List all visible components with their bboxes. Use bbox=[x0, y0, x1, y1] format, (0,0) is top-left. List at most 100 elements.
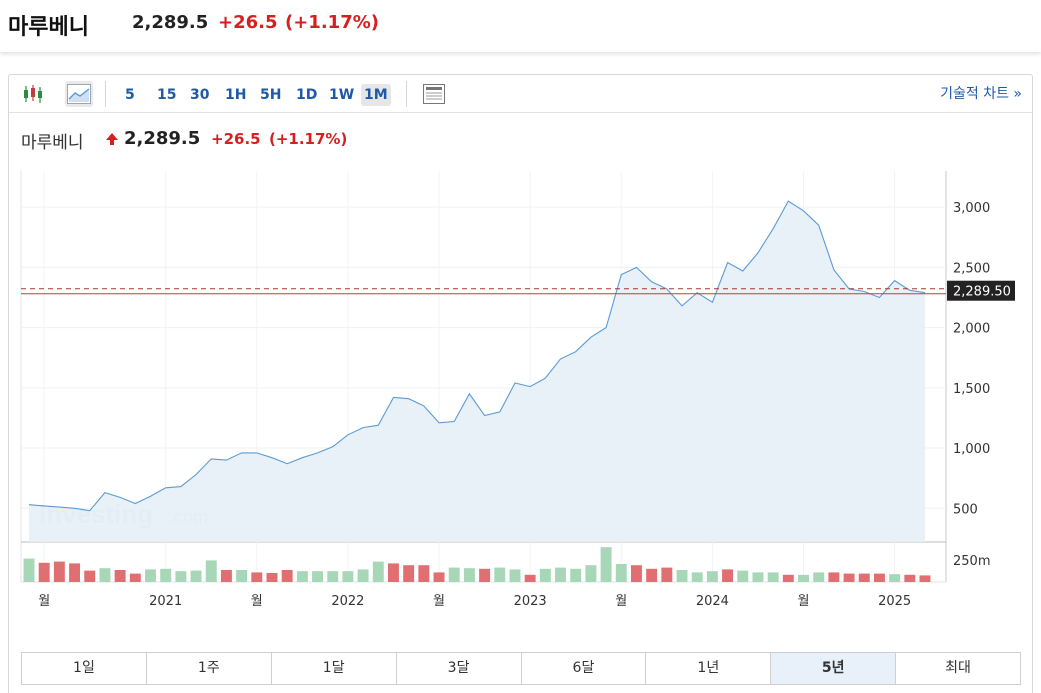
volume-bar bbox=[266, 573, 278, 582]
volume-bar bbox=[798, 574, 809, 582]
volume-bar bbox=[433, 572, 445, 582]
y-tick-label: 500 bbox=[953, 502, 978, 517]
range-1d[interactable]: 1일 bbox=[22, 653, 147, 684]
volume-bar bbox=[403, 565, 415, 582]
x-tick-label: 2025 bbox=[878, 594, 911, 609]
last-price-tag-label: 2,289.50 bbox=[953, 285, 1011, 300]
volume-bar bbox=[615, 564, 627, 582]
area-chart-icon[interactable] bbox=[65, 81, 93, 107]
volume-bar bbox=[448, 567, 460, 582]
volume-bar bbox=[327, 571, 339, 582]
range-1mo[interactable]: 1달 bbox=[272, 653, 397, 684]
x-tick-label: 월 bbox=[798, 594, 810, 609]
volume-bar bbox=[145, 569, 156, 582]
price-chart[interactable]: 5001,0001,5002,0002,5003,000Investing.co… bbox=[9, 75, 1032, 615]
volume-bar bbox=[220, 570, 232, 582]
volume-bar bbox=[722, 569, 734, 582]
volume-bar bbox=[767, 572, 779, 582]
volume-bar bbox=[600, 547, 612, 582]
volume-bar bbox=[539, 568, 551, 582]
volume-bar bbox=[494, 567, 506, 582]
toolbar-divider bbox=[406, 81, 407, 107]
volume-bar bbox=[524, 574, 536, 582]
volume-bar bbox=[251, 572, 263, 582]
quote-header: 마루베니 2,289.5 +26.5 (+1.17%) bbox=[0, 0, 1041, 52]
volume-bar bbox=[236, 570, 248, 582]
range-6mo[interactable]: 6달 bbox=[522, 653, 647, 684]
volume-bar bbox=[23, 558, 35, 582]
volume-axis-label: 250m bbox=[953, 554, 990, 569]
volume-bar bbox=[296, 571, 308, 582]
price-change: +26.5 bbox=[218, 12, 278, 33]
range-selector: 1일 1주 1달 3달 6달 1년 5년 최대 bbox=[21, 652, 1021, 685]
volume-bar bbox=[69, 563, 81, 582]
volume-bar bbox=[570, 568, 582, 582]
price-line bbox=[28, 200, 926, 512]
last-price: 2,289.5 bbox=[132, 12, 209, 33]
price-area bbox=[29, 201, 925, 542]
range-1y[interactable]: 1년 bbox=[646, 653, 772, 684]
y-tick-label: 3,000 bbox=[953, 201, 990, 216]
x-tick-label: 2024 bbox=[696, 594, 729, 609]
volume-bar bbox=[53, 561, 65, 582]
volume-bar bbox=[114, 570, 126, 582]
range-3mo[interactable]: 3달 bbox=[397, 653, 522, 684]
x-tick-label: 월 bbox=[38, 594, 50, 609]
y-tick-label: 2,500 bbox=[953, 261, 990, 276]
volume-bar bbox=[873, 573, 885, 582]
instrument-name: 마루베니 bbox=[8, 15, 89, 40]
volume-bar bbox=[205, 560, 217, 582]
candlestick-icon[interactable] bbox=[19, 81, 47, 107]
timeframe-30[interactable]: 30 bbox=[190, 87, 210, 103]
volume-bar bbox=[585, 565, 597, 582]
volume-bar bbox=[889, 574, 901, 582]
x-tick-label: 2022 bbox=[331, 594, 364, 609]
volume-bar bbox=[828, 572, 840, 582]
volume-bar bbox=[737, 570, 749, 582]
volume-bar bbox=[691, 572, 703, 582]
toolbar-divider bbox=[105, 81, 106, 107]
volume-bar bbox=[372, 561, 384, 582]
timeframe-5h[interactable]: 5H bbox=[260, 87, 282, 103]
volume-bar bbox=[99, 568, 111, 582]
range-1w[interactable]: 1주 bbox=[147, 653, 272, 684]
volume-bar bbox=[661, 567, 673, 582]
timeframe-1h[interactable]: 1H bbox=[225, 87, 247, 103]
range-max[interactable]: 최대 bbox=[945, 660, 971, 676]
chart-panel: 5 15 30 1H 5H 1D 1W 1M 기술적 차트 » 마루베니 2,2… bbox=[8, 74, 1033, 693]
timeframe-1m[interactable]: 1M bbox=[361, 84, 391, 106]
price-change-percent: (+1.17%) bbox=[285, 12, 379, 33]
x-tick-label: 월 bbox=[251, 594, 263, 609]
x-tick-label: 2021 bbox=[149, 594, 182, 609]
volume-bar bbox=[312, 571, 324, 582]
volume-bar bbox=[509, 569, 521, 582]
timeframe-1w[interactable]: 1W bbox=[329, 87, 355, 103]
x-tick-label: 2023 bbox=[514, 594, 547, 609]
volume-bar bbox=[175, 571, 187, 582]
volume-bar bbox=[418, 565, 430, 582]
volume-bar bbox=[190, 570, 202, 582]
technical-chart-link[interactable]: 기술적 차트 » bbox=[940, 86, 1022, 102]
legend-change: +26.5 bbox=[211, 130, 261, 148]
volume-bar bbox=[676, 570, 688, 582]
volume-bar bbox=[342, 571, 354, 582]
x-tick-label: 월 bbox=[433, 594, 445, 609]
news-layout-icon[interactable] bbox=[420, 81, 448, 107]
timeframe-5[interactable]: 5 bbox=[125, 87, 135, 103]
volume-bar bbox=[479, 568, 491, 582]
range-5y[interactable]: 5년 bbox=[771, 653, 897, 684]
volume-bar bbox=[919, 575, 931, 582]
legend-price: 2,289.5 bbox=[124, 128, 201, 149]
volume-bar bbox=[388, 563, 399, 582]
legend-name: 마루베니 bbox=[21, 133, 84, 153]
volume-bar bbox=[706, 571, 718, 582]
volume-bar bbox=[129, 573, 141, 582]
timeframe-1d[interactable]: 1D bbox=[296, 87, 318, 103]
chart-toolbar: 5 15 30 1H 5H 1D 1W 1M 기술적 차트 » bbox=[9, 75, 1032, 113]
volume-bar bbox=[813, 572, 825, 582]
y-tick-label: 1,500 bbox=[953, 382, 990, 397]
y-tick-label: 1,000 bbox=[953, 442, 990, 457]
timeframe-15[interactable]: 15 bbox=[157, 87, 177, 103]
volume-bar bbox=[555, 567, 566, 582]
legend-change-percent: (+1.17%) bbox=[269, 130, 348, 148]
